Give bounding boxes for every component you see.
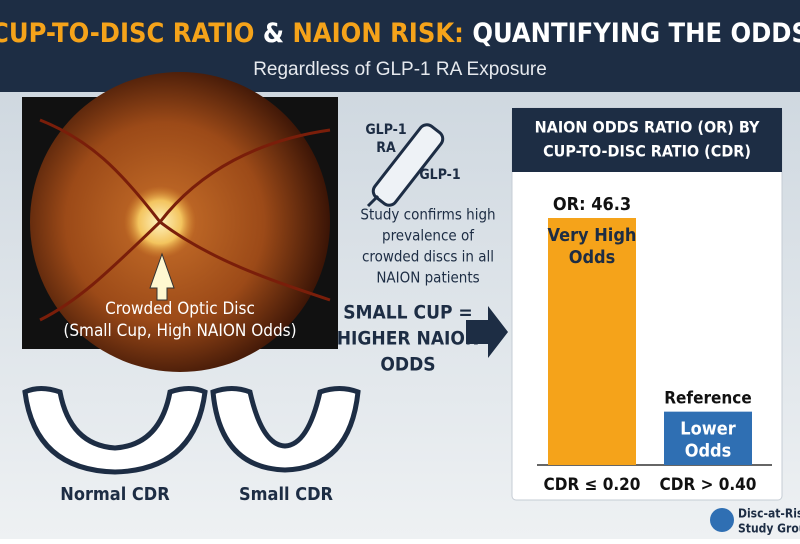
disc-arrow — [149, 252, 175, 301]
x-tick-label: CDR ≤ 0.20 — [544, 475, 641, 495]
subtitle: Regardless of GLP-1 RA Exposure — [253, 59, 547, 80]
fundus-caption: Crowded Optic Disc — [105, 299, 255, 319]
title-part: QUANTIFYING THE ODDS — [472, 18, 800, 49]
pen-label: RA — [376, 140, 396, 156]
arrow — [466, 306, 508, 358]
logo-text: Disc-at-Risk — [738, 507, 800, 521]
arrow-text: HIGHER NAION — [337, 328, 480, 350]
x-tick-label: CDR > 0.40 — [660, 475, 757, 495]
chart-title: CUP-TO-DISC RATIO (CDR) — [543, 142, 751, 161]
study-note: Study confirms high — [360, 206, 495, 224]
arrow-text: ODDS — [380, 354, 435, 376]
study-note: NAION patients — [376, 269, 479, 287]
diagram-label: Small CDR — [239, 484, 334, 505]
chart-title-band — [512, 108, 782, 172]
vessels — [39, 118, 331, 322]
bar-text: Odds — [569, 247, 616, 268]
study-note: crowded discs in all — [362, 248, 494, 266]
logo-icon — [710, 508, 734, 532]
title-part: NAION RISK: — [293, 18, 464, 49]
diagram-label: Normal CDR — [60, 484, 170, 505]
value-label: OR: 46.3 — [553, 194, 631, 215]
pen-label: GLP-1 — [419, 167, 460, 183]
pen-icon — [366, 123, 445, 208]
pen-label: GLP-1 — [365, 122, 406, 138]
title-part: CUP-TO-DISC RATIO — [0, 18, 254, 49]
small-cup-diagram — [210, 386, 361, 473]
normal-cup-diagram — [22, 386, 208, 475]
header-band — [0, 0, 800, 92]
bar-text: Odds — [685, 441, 732, 462]
bar-text: Lower — [680, 419, 735, 440]
title-part: & — [263, 18, 284, 49]
fundus-caption: (Small Cup, High NAION Odds) — [63, 321, 296, 341]
study-note: prevalence of — [382, 227, 475, 245]
arrow-text: SMALL CUP = — [343, 302, 473, 324]
logo-text: Study Group — [738, 522, 800, 536]
reference-label: Reference — [664, 389, 751, 409]
bar — [548, 218, 636, 465]
title: CUP-TO-DISC RATIO & NAION RISK: QUANTIFY… — [0, 18, 800, 49]
bar — [664, 411, 752, 465]
bar-text: Very High — [548, 225, 637, 246]
chart-title: NAION ODDS RATIO (OR) BY — [535, 118, 760, 137]
